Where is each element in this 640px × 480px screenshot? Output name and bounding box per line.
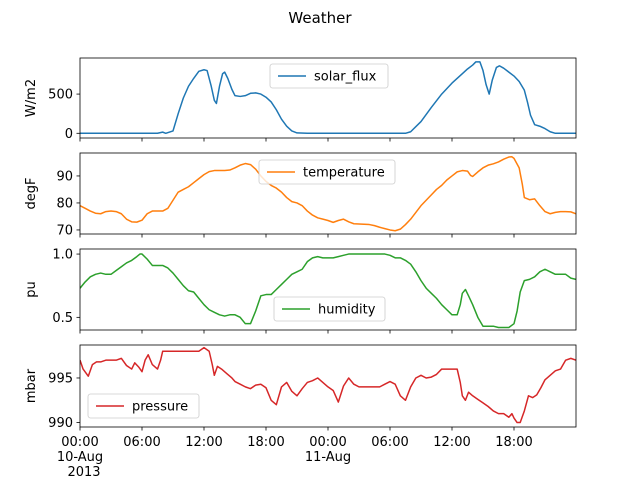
solar_flux-ylabel: W/m2 [24, 79, 39, 117]
humidity-ytick-label: 0.5 [52, 311, 73, 326]
temperature-ytick-label: 80 [56, 196, 73, 211]
xtick-label: 2013 [67, 465, 100, 480]
humidity-series-line [80, 253, 576, 329]
xtick-label: 00:00 [309, 435, 346, 450]
temperature-ylabel: degF [24, 178, 39, 210]
pressure-ytick-label: 995 [48, 371, 73, 386]
legend-label: temperature [303, 166, 385, 181]
legend-box [258, 159, 396, 185]
panel-pressure: 990 995 mbar pressure [24, 344, 577, 431]
xtick-label: 18:00 [495, 435, 532, 450]
chart-title: Weather [288, 9, 352, 27]
xtick-label: 12:00 [433, 435, 470, 450]
solar_flux-ytick-label: 500 [48, 88, 73, 103]
humidity-ylabel: pu [24, 281, 39, 298]
legend-box [269, 63, 389, 89]
xtick-label: 06:00 [371, 435, 408, 450]
legend-box [87, 393, 200, 419]
xtick-label: 12:00 [185, 435, 222, 450]
pressure-legend: pressure [87, 393, 200, 419]
solar_flux-series-line [80, 61, 576, 135]
pressure-ytick-label: 990 [48, 416, 73, 431]
panel-humidity: 0.5 1.0 pu humidity [24, 248, 577, 334]
pressure-ylabel: mbar [24, 368, 39, 403]
xtick-label: 11-Aug [305, 450, 351, 465]
temperature-series-line [80, 156, 576, 232]
temperature-ytick-label: 90 [56, 169, 73, 184]
humidity-legend: humidity [273, 296, 386, 322]
solar_flux-legend: solar_flux [269, 63, 389, 89]
xtick-label: 18:00 [247, 435, 284, 450]
solar_flux-ytick-label: 0 [65, 127, 73, 142]
xtick-label: 10-Aug [57, 450, 103, 465]
legend-label: pressure [132, 400, 188, 415]
temperature-ytick-label: 70 [56, 223, 73, 238]
legend-label: humidity [318, 303, 376, 318]
temperature-legend: temperature [258, 159, 396, 185]
xtick-label: 00:00 [61, 435, 98, 450]
pressure-series-line [80, 346, 576, 424]
legend-box [273, 296, 386, 322]
panel-solar_flux: 0 500 W/m2 solar_flux [24, 57, 577, 142]
panel-temperature: 70 80 90 degF temperature [24, 152, 577, 238]
legend-label: solar_flux [314, 70, 377, 85]
xtick-label: 06:00 [123, 435, 160, 450]
humidity-ytick-label: 1.0 [52, 248, 73, 263]
